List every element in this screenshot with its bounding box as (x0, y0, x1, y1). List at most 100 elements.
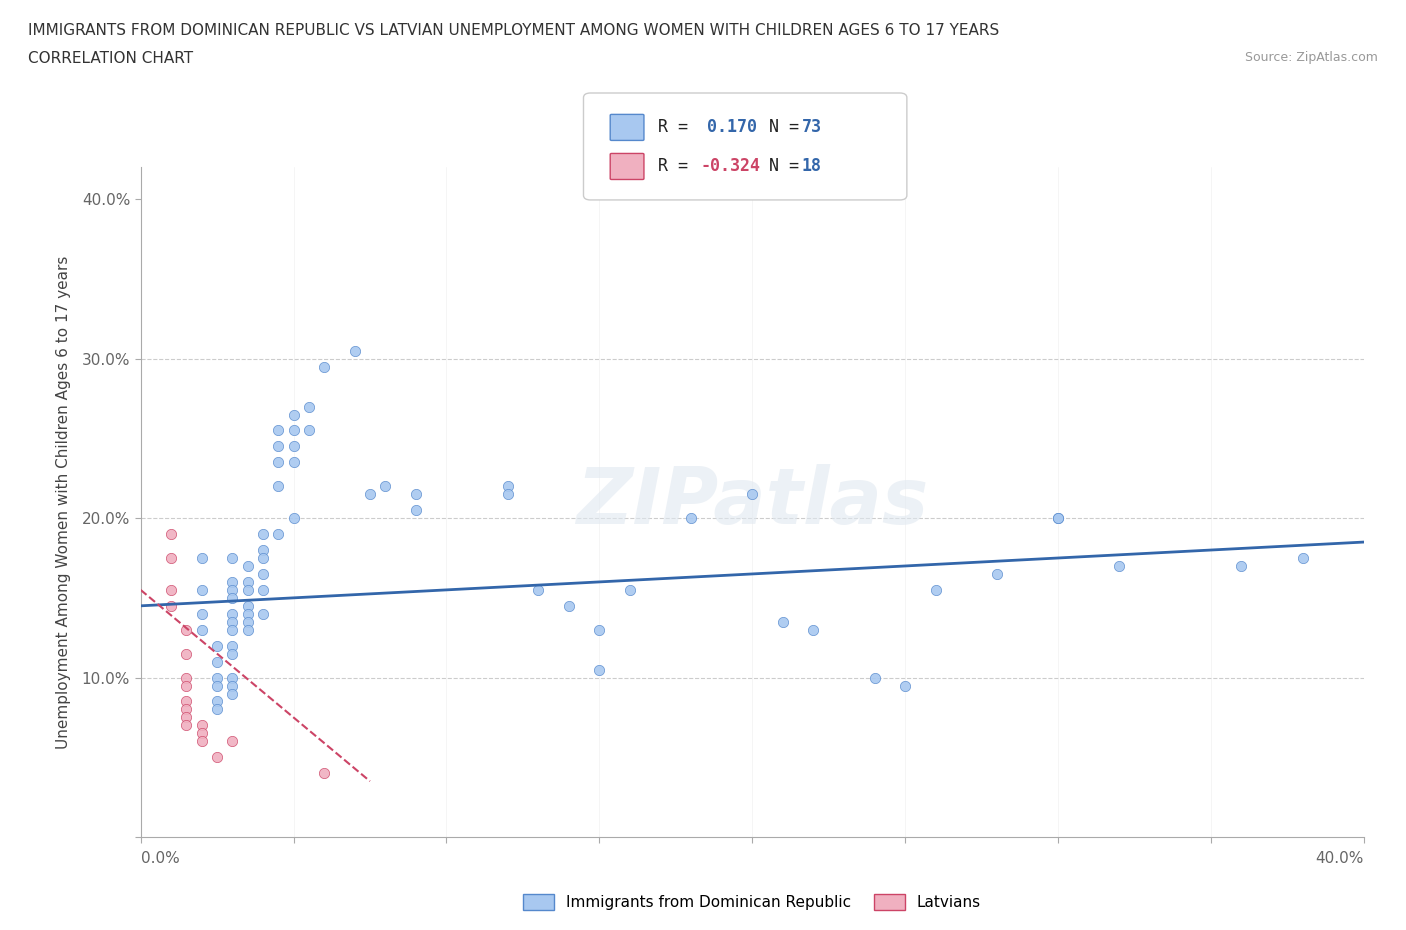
Point (160, 598, 183, 613)
Point (496, 486, 519, 501)
Point (374, 479, 396, 494)
Text: N =: N = (749, 118, 810, 137)
Point (236, 559, 259, 574)
Point (191, 622, 214, 637)
Point (221, 615, 243, 630)
Point (176, 718, 198, 733)
Point (191, 551, 214, 565)
Text: CORRELATION CHART: CORRELATION CHART (28, 51, 193, 66)
Point (298, 399, 321, 414)
Point (283, 511, 305, 525)
Point (558, 598, 581, 613)
Point (894, 678, 917, 693)
Text: 18: 18 (801, 157, 821, 176)
Point (205, 750, 228, 764)
Point (191, 726, 214, 741)
Point (176, 678, 198, 693)
Point (221, 686, 243, 701)
Point (283, 407, 305, 422)
Point (312, 359, 335, 374)
Point (1046, 511, 1070, 525)
Point (283, 439, 305, 454)
Point (221, 622, 243, 637)
Point (405, 503, 427, 518)
Point (741, 486, 763, 501)
Point (160, 551, 183, 565)
Point (986, 566, 1008, 581)
Point (160, 582, 183, 597)
Point (359, 486, 381, 501)
Text: R =: R = (658, 118, 709, 137)
Point (236, 606, 259, 621)
Point (252, 526, 274, 541)
Point (191, 606, 214, 621)
Text: R =: R = (658, 157, 697, 176)
Point (176, 702, 198, 717)
Point (205, 702, 228, 717)
Point (221, 582, 243, 597)
Point (205, 678, 228, 693)
Point (1230, 559, 1253, 574)
Point (527, 582, 550, 597)
Point (205, 654, 228, 669)
Text: IMMIGRANTS FROM DOMINICAN REPUBLIC VS LATVIAN UNEMPLOYMENT AMONG WOMEN WITH CHIL: IMMIGRANTS FROM DOMINICAN REPUBLIC VS LA… (28, 23, 1000, 38)
Text: 73: 73 (801, 118, 821, 137)
Point (283, 455, 305, 470)
Point (267, 526, 290, 541)
Point (205, 638, 228, 653)
Point (221, 678, 243, 693)
Text: ZIPatlas: ZIPatlas (576, 464, 928, 540)
Text: Source: ZipAtlas.com: Source: ZipAtlas.com (1244, 51, 1378, 64)
Point (221, 671, 243, 685)
Text: 0.170: 0.170 (707, 118, 758, 137)
Point (221, 551, 243, 565)
Point (191, 582, 214, 597)
Point (1291, 551, 1313, 565)
Point (405, 486, 427, 501)
Text: 0.0%: 0.0% (141, 851, 180, 866)
Point (252, 582, 274, 597)
Point (236, 575, 259, 590)
Point (221, 646, 243, 661)
Point (252, 542, 274, 557)
Point (176, 622, 198, 637)
Point (298, 423, 321, 438)
Point (221, 606, 243, 621)
Point (221, 575, 243, 590)
Point (205, 671, 228, 685)
Point (176, 671, 198, 685)
Point (191, 718, 214, 733)
Point (221, 734, 243, 749)
Point (236, 622, 259, 637)
Point (160, 526, 183, 541)
Point (221, 638, 243, 653)
Point (252, 551, 274, 565)
Point (1046, 511, 1070, 525)
Legend: Immigrants from Dominican Republic, Latvians: Immigrants from Dominican Republic, Latv… (517, 888, 987, 916)
Point (681, 511, 703, 525)
Point (176, 694, 198, 709)
Point (619, 582, 641, 597)
Point (1108, 559, 1130, 574)
Point (176, 710, 198, 724)
Point (221, 591, 243, 605)
Point (312, 765, 335, 780)
Point (496, 479, 519, 494)
Point (252, 606, 274, 621)
Text: N =: N = (759, 157, 810, 176)
Point (252, 566, 274, 581)
Point (803, 622, 825, 637)
Point (343, 343, 366, 358)
Point (772, 615, 794, 630)
Point (236, 615, 259, 630)
Text: -0.324: -0.324 (700, 157, 761, 176)
Point (176, 646, 198, 661)
Point (863, 671, 886, 685)
Y-axis label: Unemployment Among Women with Children Ages 6 to 17 years: Unemployment Among Women with Children A… (56, 256, 70, 749)
Point (588, 622, 610, 637)
Point (191, 734, 214, 749)
Point (267, 423, 290, 438)
Point (205, 694, 228, 709)
Point (236, 598, 259, 613)
Point (236, 582, 259, 597)
